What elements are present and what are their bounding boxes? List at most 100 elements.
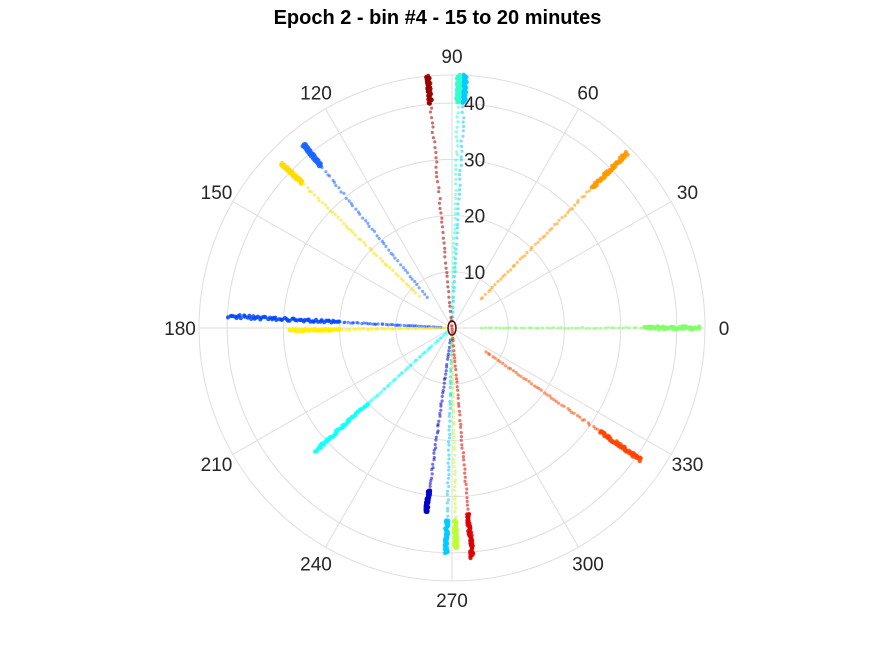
theta-tick-label-270: 270	[436, 591, 468, 612]
data-point	[451, 371, 455, 375]
data-point	[415, 282, 419, 286]
data-point	[370, 227, 374, 231]
data-point	[324, 203, 328, 207]
data-point	[452, 415, 456, 419]
data-point	[438, 414, 442, 418]
data-point	[442, 241, 446, 245]
data-point	[453, 202, 457, 206]
data-point	[442, 381, 446, 385]
data-point	[451, 381, 455, 385]
data-point	[454, 373, 458, 377]
data-point	[406, 271, 410, 275]
data-point	[506, 270, 510, 274]
data-point	[316, 196, 320, 200]
data-point	[530, 382, 534, 386]
data-point	[461, 451, 466, 455]
data-point	[287, 327, 292, 332]
data-point	[525, 250, 529, 255]
data-point	[454, 367, 458, 372]
data-point	[498, 360, 502, 364]
data-point	[450, 327, 454, 331]
data-point	[523, 254, 527, 258]
r-tick-label-30: 30	[464, 150, 485, 171]
data-point	[454, 196, 458, 201]
data-point	[458, 177, 462, 181]
data-point	[360, 327, 365, 331]
data-point	[446, 481, 450, 485]
data-point	[383, 262, 387, 266]
series-6	[279, 160, 422, 298]
data-point	[451, 366, 455, 370]
r-tick-label-10: 10	[464, 263, 485, 284]
data-point	[572, 411, 576, 415]
data-point	[326, 206, 330, 210]
data-marks	[225, 72, 702, 561]
data-point	[371, 322, 375, 326]
data-point	[360, 322, 364, 326]
data-point	[450, 306, 455, 310]
data-point	[430, 326, 434, 330]
data-point	[454, 177, 458, 181]
data-point	[405, 324, 409, 328]
data-point	[496, 279, 500, 284]
data-point	[447, 290, 451, 294]
data-point	[458, 419, 462, 423]
data-point	[438, 412, 442, 416]
data-point	[462, 458, 466, 462]
data-point	[342, 191, 346, 195]
data-point	[448, 375, 453, 379]
data-point	[440, 216, 444, 220]
data-point	[501, 361, 505, 365]
data-point	[592, 327, 596, 331]
data-point	[560, 216, 564, 220]
data-point	[334, 183, 338, 188]
data-point	[453, 364, 457, 368]
data-point	[441, 334, 445, 338]
data-point	[452, 344, 456, 348]
data-point	[451, 386, 455, 390]
data-point	[543, 234, 547, 238]
data-point	[453, 494, 457, 498]
data-point	[455, 150, 459, 154]
data-point	[466, 507, 470, 511]
data-point	[361, 216, 365, 220]
data-point	[455, 380, 459, 384]
data-point	[429, 479, 433, 483]
data-point	[417, 286, 421, 290]
data-point	[440, 220, 444, 224]
data-point	[344, 328, 348, 332]
data-point	[437, 419, 441, 423]
data-point	[458, 192, 462, 196]
data-point	[266, 317, 271, 322]
data-point	[533, 384, 537, 388]
data-point	[368, 246, 372, 250]
data-point	[444, 266, 448, 270]
data-point	[434, 170, 438, 175]
data-point	[454, 158, 458, 162]
data-point	[519, 374, 523, 378]
data-point	[555, 222, 559, 226]
data-point	[434, 435, 438, 439]
data-point	[582, 194, 587, 198]
data-point	[439, 336, 443, 340]
data-point	[380, 259, 385, 263]
data-point	[456, 388, 460, 392]
data-point	[447, 301, 452, 305]
data-point	[439, 404, 443, 408]
data-point	[380, 239, 385, 244]
data-point	[460, 144, 464, 148]
data-point	[554, 399, 558, 403]
data-point	[458, 413, 462, 417]
data-point	[451, 373, 455, 377]
data-point	[490, 285, 494, 289]
data-point	[465, 499, 469, 503]
data-point	[430, 121, 435, 125]
data-point	[446, 440, 451, 444]
data-point	[362, 240, 366, 244]
data-point	[459, 139, 463, 143]
data-point	[342, 321, 346, 325]
data-point	[511, 369, 516, 373]
data-point	[524, 378, 528, 382]
data-point	[452, 236, 456, 240]
series-0	[480, 324, 702, 332]
